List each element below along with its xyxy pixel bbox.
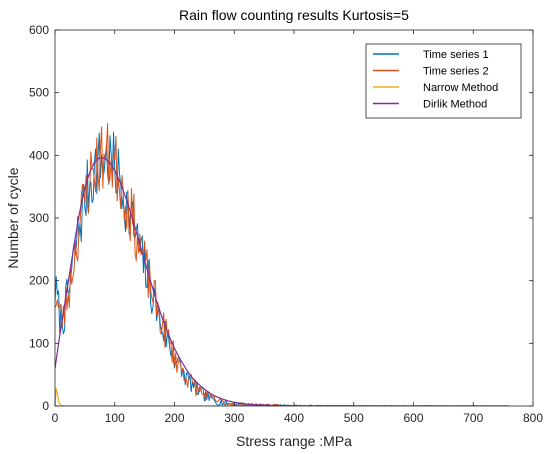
x-tick-label: 600 (403, 411, 423, 425)
legend-label-4: Dirlik Method (423, 99, 487, 111)
y-tick-label: 200 (29, 274, 49, 288)
x-tick-label: 800 (523, 411, 543, 425)
series-line-4 (55, 157, 510, 406)
y-tick-label: 500 (29, 86, 49, 100)
x-tick-label: 400 (284, 411, 304, 425)
y-tick-label: 0 (42, 399, 49, 413)
chart-title: Rain flow counting results Kurtosis=5 (179, 7, 409, 23)
x-axis: 0 100 200 300 400 500 600 700 800 (52, 30, 543, 425)
y-tick-label: 400 (29, 148, 49, 162)
x-tick-label: 700 (463, 411, 483, 425)
legend-label-3: Narrow Method (423, 82, 498, 94)
y-axis: 0 100 200 300 400 500 600 (29, 23, 533, 413)
x-axis-label: Stress range :MPa (236, 433, 352, 449)
legend: Time series 1 Time series 2 Narrow Method D… (365, 43, 522, 119)
y-tick-label: 300 (29, 211, 49, 225)
y-tick-label: 600 (29, 23, 49, 37)
legend-box (365, 43, 522, 119)
series-line-3 (55, 387, 510, 406)
x-tick-label: 300 (224, 411, 244, 425)
x-tick-label: 200 (164, 411, 184, 425)
y-axis-label: Number of cycle (5, 167, 21, 268)
x-tick-label: 100 (105, 411, 125, 425)
x-tick-label: 0 (52, 411, 59, 425)
legend-label-2: Time series 2 (423, 66, 489, 78)
legend-label-1: Time series 1 (423, 49, 489, 61)
x-tick-label: 500 (344, 411, 364, 425)
y-tick-label: 100 (29, 336, 49, 350)
